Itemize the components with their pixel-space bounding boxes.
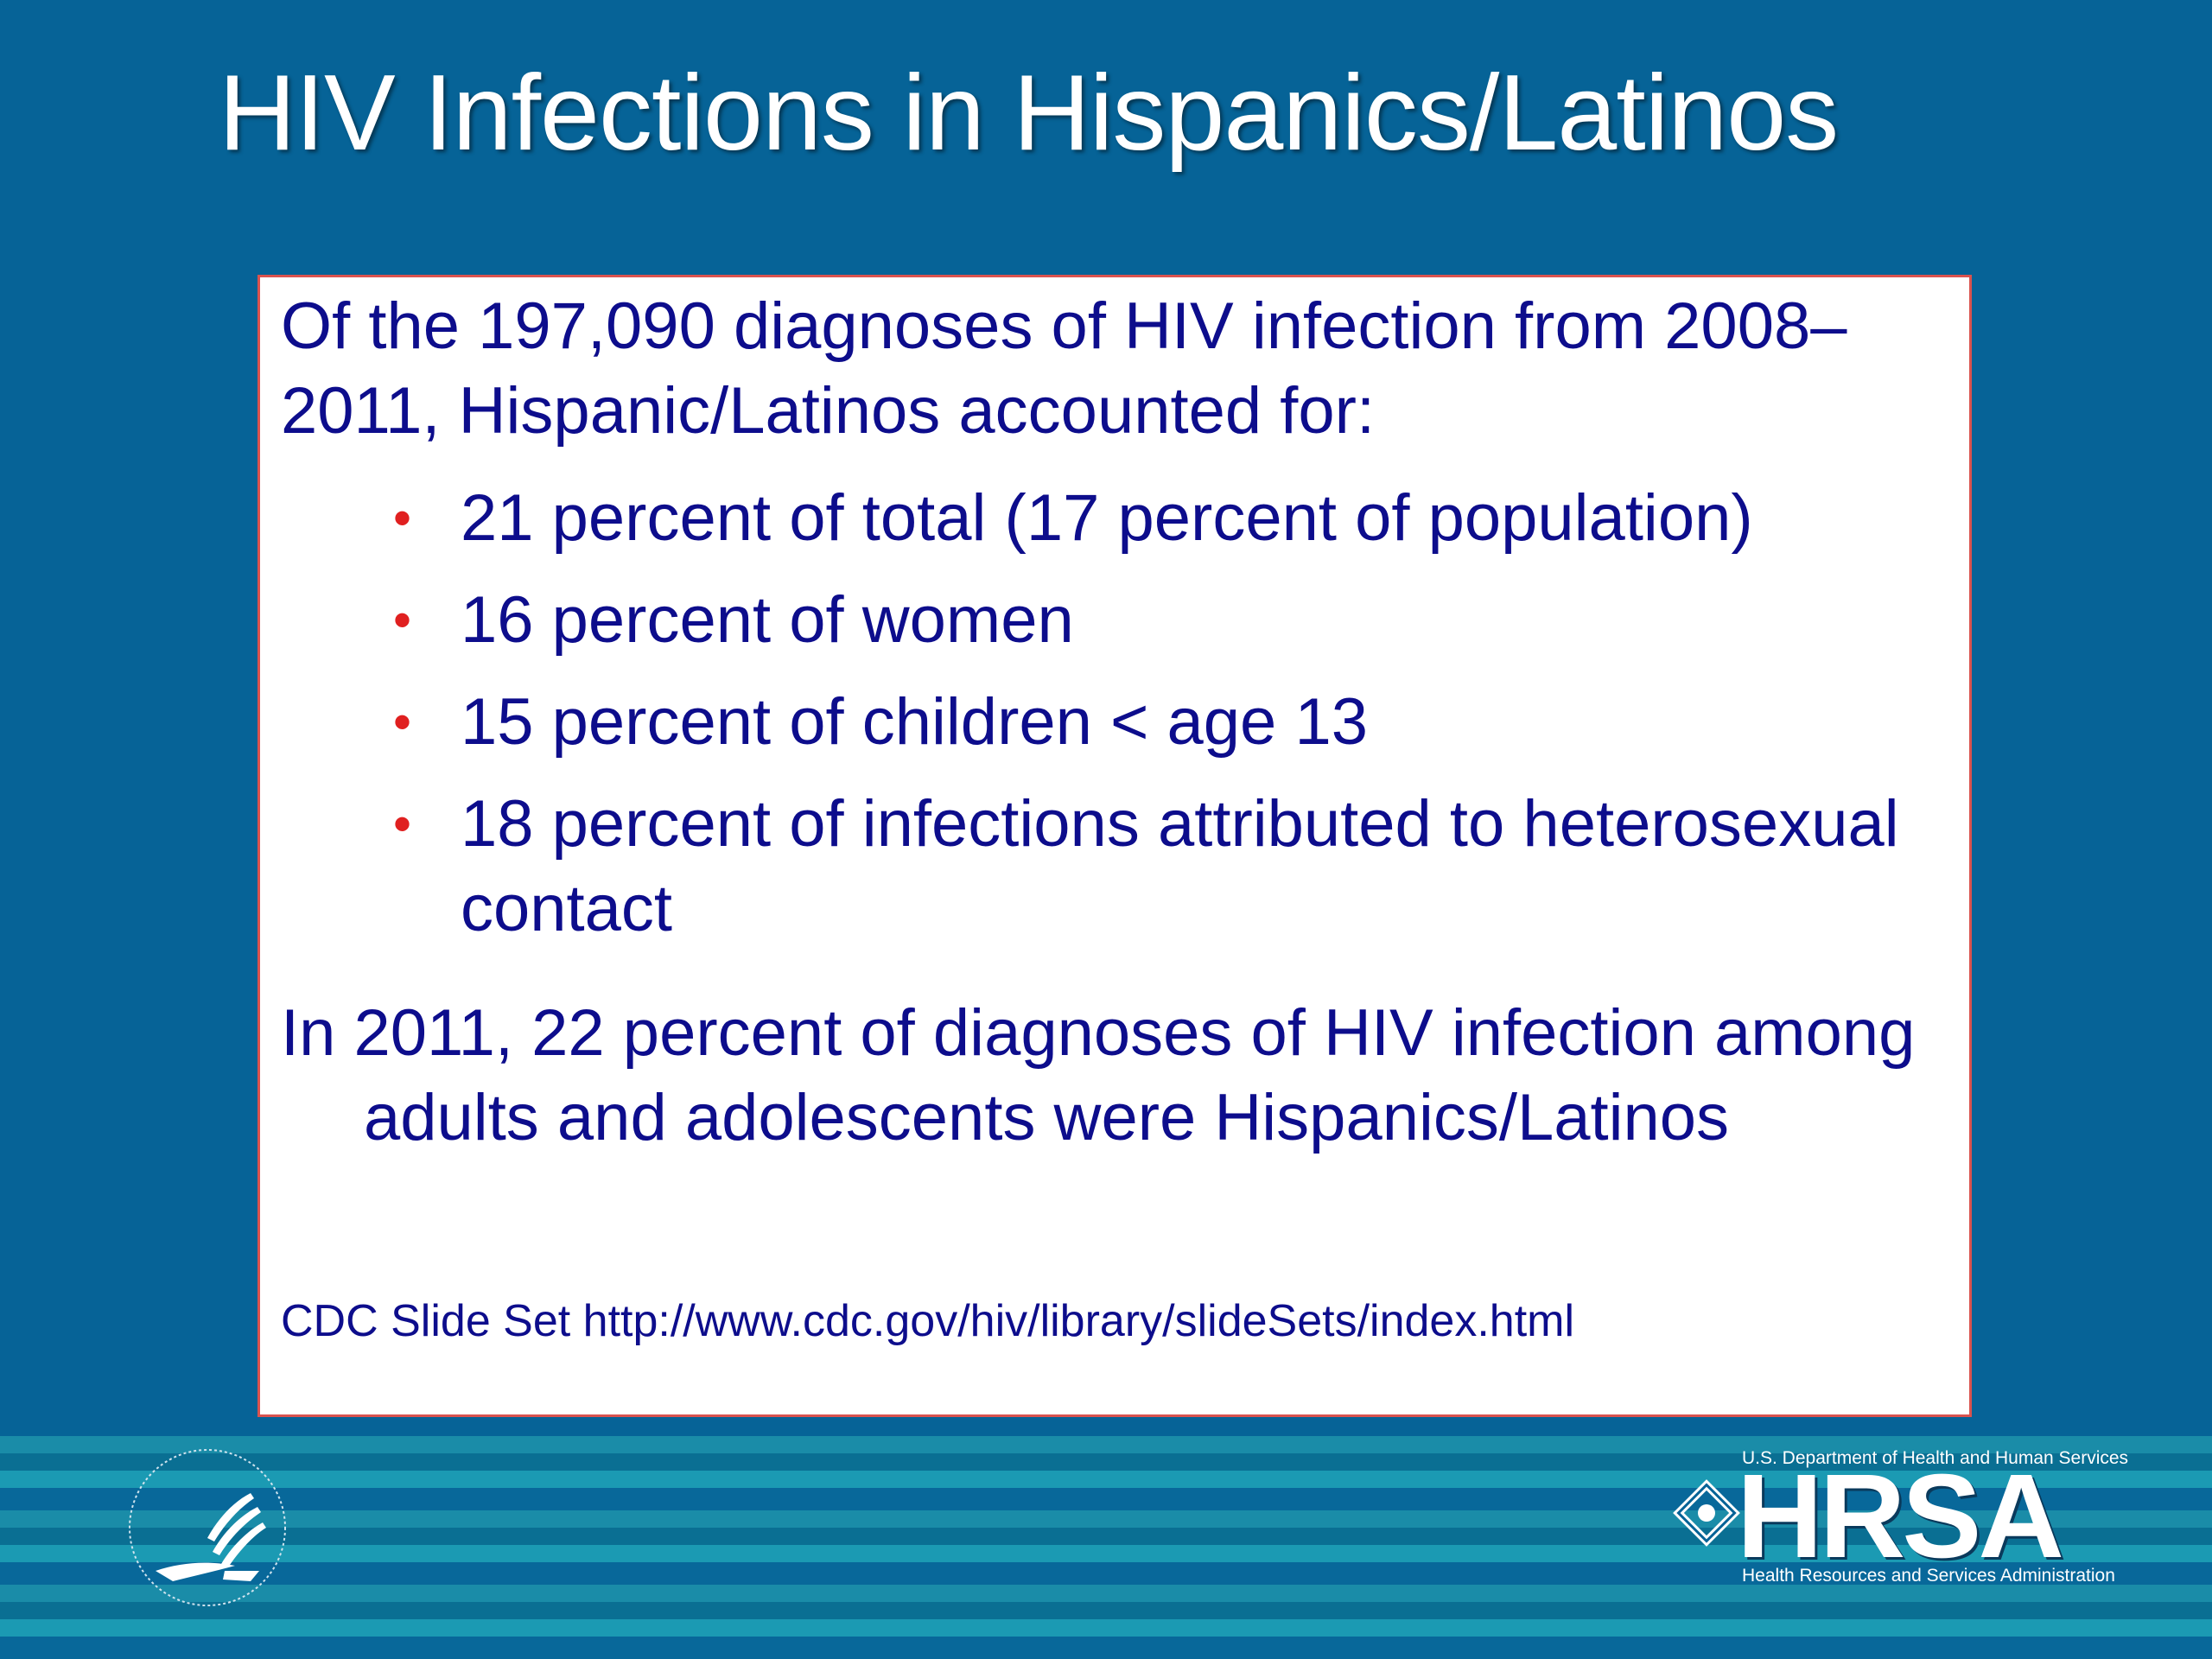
closing-text: In 2011, 22 percent of diagnoses of HIV … <box>281 996 1916 1154</box>
bullet-icon: • <box>393 489 412 547</box>
hrsa-wordmark: HRSA <box>1737 1450 2064 1583</box>
hrsa-department-text: U.S. Department of Health and Human Serv… <box>1742 1448 2129 1468</box>
list-item: • 18 percent of infections attributed to … <box>393 782 1948 951</box>
bullet-icon: • <box>393 795 412 853</box>
footer-stripes <box>0 1436 2212 1659</box>
content-box: Of the 197,090 diagnoses of HIV infectio… <box>257 275 1972 1417</box>
list-item: • 16 percent of women <box>393 578 1948 663</box>
hhs-eagle-seal-icon <box>129 1449 286 1606</box>
bullet-list: • 21 percent of total (17 percent of popu… <box>393 476 1948 969</box>
hrsa-logo: U.S. Department of Health and Human Serv… <box>1668 1448 2128 1595</box>
list-item: • 15 percent of children < age 13 <box>393 680 1948 765</box>
bullet-text: 21 percent of total (17 percent of popul… <box>461 481 1753 555</box>
bullet-text: 18 percent of infections attributed to h… <box>461 787 1899 945</box>
hrsa-knot-icon <box>1673 1479 1740 1547</box>
slide-title: HIV Infections in Hispanics/Latinos <box>219 54 1839 173</box>
bullet-icon: • <box>393 693 412 751</box>
intro-text: Of the 197,090 diagnoses of HIV infectio… <box>281 289 1847 448</box>
source-citation: CDC Slide Set http://www.cdc.gov/hiv/lib… <box>281 1296 1575 1346</box>
bullet-text: 16 percent of women <box>461 583 1074 657</box>
list-item: • 21 percent of total (17 percent of popu… <box>393 476 1948 561</box>
hrsa-full-name-text: Health Resources and Services Administra… <box>1742 1566 2115 1586</box>
bullet-icon: • <box>393 591 412 649</box>
bullet-text: 15 percent of children < age 13 <box>461 685 1368 759</box>
